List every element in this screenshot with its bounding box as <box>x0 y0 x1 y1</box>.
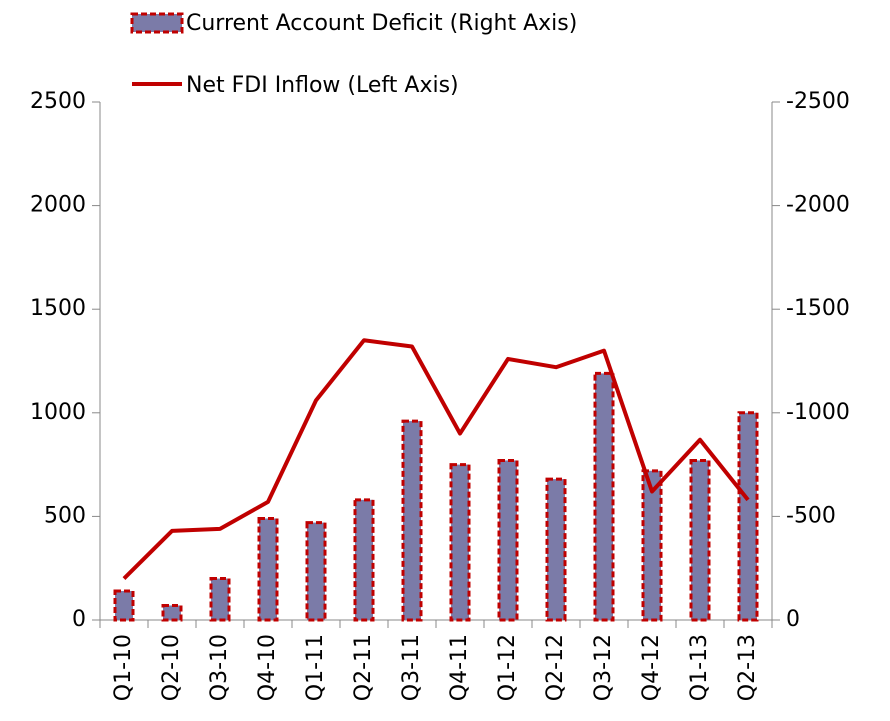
legend-label: Current Account Deficit (Right Axis) <box>186 11 577 36</box>
y-tick-label: 500 <box>44 503 86 528</box>
x-tick-label: Q1-10 <box>111 634 136 701</box>
bar <box>593 371 615 622</box>
x-tick-label: Q2-12 <box>543 634 568 701</box>
bar <box>737 411 759 622</box>
x-tick-label: Q3-10 <box>207 634 232 701</box>
bar <box>113 589 135 622</box>
x-tick-label: Q3-12 <box>591 634 616 701</box>
x-tick-label: Q1-12 <box>495 634 520 701</box>
y2-tick-label: -1000 <box>786 400 850 425</box>
line <box>122 338 750 580</box>
bar <box>401 419 423 622</box>
y2-tick-label: -500 <box>786 503 836 528</box>
x-tick-label: Q4-11 <box>447 634 472 701</box>
y2-tick-label: 0 <box>786 607 800 632</box>
legend-label: Net FDI Inflow (Left Axis) <box>186 73 459 98</box>
bar <box>545 477 567 622</box>
y-tick-label: 1000 <box>30 400 86 425</box>
bar <box>209 577 231 622</box>
x-tick-label: Q4-10 <box>255 634 280 701</box>
bar <box>641 469 663 622</box>
x-tick-label: Q3-11 <box>399 634 424 701</box>
bar <box>305 521 327 622</box>
bar <box>497 458 519 622</box>
x-tick-label: Q2-13 <box>735 634 760 701</box>
x-tick-label: Q2-10 <box>159 634 184 701</box>
x-tick-label: Q4-12 <box>639 634 664 701</box>
legend-swatch <box>130 12 184 34</box>
bar <box>449 463 471 622</box>
x-tick-label: Q1-11 <box>303 634 328 701</box>
y-tick-label: 2000 <box>30 193 86 218</box>
bar <box>161 603 183 622</box>
y2-tick-label: -2000 <box>786 193 850 218</box>
y2-tick-label: -2500 <box>786 89 850 114</box>
bar <box>689 458 711 622</box>
y-tick-label: 1500 <box>30 296 86 321</box>
bar <box>353 498 375 622</box>
x-tick-label: Q2-11 <box>351 634 376 701</box>
y-tick-label: 0 <box>72 607 86 632</box>
y-tick-label: 2500 <box>30 89 86 114</box>
x-tick-label: Q1-13 <box>687 634 712 701</box>
bar <box>257 516 279 622</box>
y2-tick-label: -1500 <box>786 296 850 321</box>
